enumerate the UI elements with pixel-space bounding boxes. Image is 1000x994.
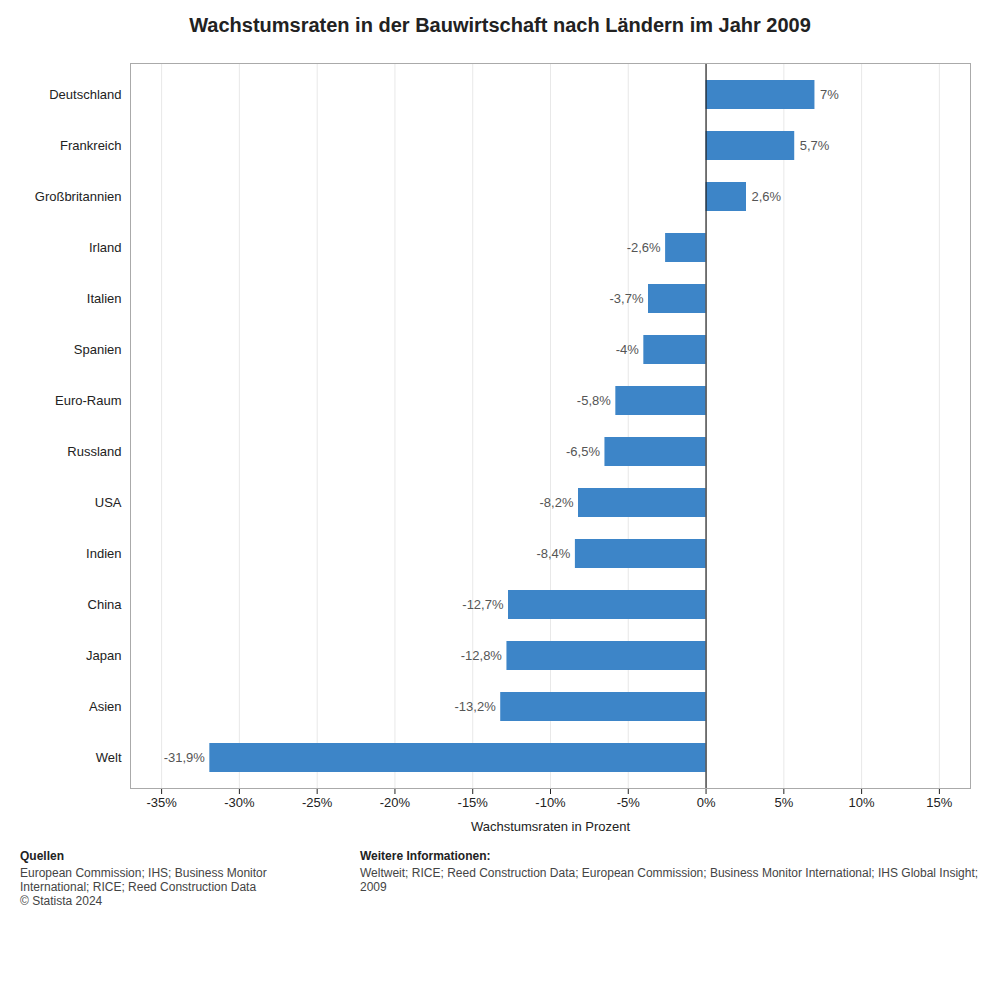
svg-text:-6,5%: -6,5% <box>566 444 600 459</box>
svg-text:Russland: Russland <box>67 444 121 459</box>
svg-text:Spanien: Spanien <box>74 342 122 357</box>
svg-text:-20%: -20% <box>380 795 411 810</box>
svg-text:-35%: -35% <box>146 795 177 810</box>
svg-text:-30%: -30% <box>224 795 255 810</box>
svg-text:7%: 7% <box>820 87 839 102</box>
svg-text:-5,8%: -5,8% <box>577 393 611 408</box>
svg-text:15%: 15% <box>926 795 952 810</box>
svg-text:China: China <box>88 597 123 612</box>
svg-text:-2,6%: -2,6% <box>627 240 661 255</box>
svg-text:USA: USA <box>95 495 122 510</box>
svg-text:Indien: Indien <box>86 546 121 561</box>
svg-text:-8,4%: -8,4% <box>536 546 570 561</box>
svg-text:-10%: -10% <box>535 795 566 810</box>
svg-text:Welt: Welt <box>96 750 122 765</box>
svg-text:Euro-Raum: Euro-Raum <box>55 393 121 408</box>
svg-text:Irland: Irland <box>89 240 122 255</box>
svg-text:-5%: -5% <box>617 795 641 810</box>
svg-text:-25%: -25% <box>302 795 333 810</box>
svg-text:-13,2%: -13,2% <box>455 699 497 714</box>
svg-text:Frankreich: Frankreich <box>60 138 121 153</box>
svg-text:2,6%: 2,6% <box>752 189 782 204</box>
svg-text:Japan: Japan <box>86 648 121 663</box>
html-text:European Commission; IHS; Busi: European Commission; IHS; Business Monit… <box>20 866 267 908</box>
svg-text:-15%: -15% <box>458 795 489 810</box>
svg-text:Großbritannien: Großbritannien <box>35 189 122 204</box>
html-text:Wachstumsraten in der Bauwirts: Wachstumsraten in der Bauwirtschaft nach… <box>189 14 811 36</box>
svg-text:-12,8%: -12,8% <box>461 648 503 663</box>
svg-text:0%: 0% <box>697 795 716 810</box>
svg-text:5,7%: 5,7% <box>800 138 830 153</box>
html-text:Quellen: Quellen <box>20 849 64 863</box>
svg-text:10%: 10% <box>849 795 875 810</box>
svg-text:Asien: Asien <box>89 699 122 714</box>
svg-text:-8,2%: -8,2% <box>540 495 574 510</box>
svg-text:5%: 5% <box>774 795 793 810</box>
svg-text:Wachstumsraten in Prozent: Wachstumsraten in Prozent <box>471 819 631 834</box>
svg-text:-12,7%: -12,7% <box>462 597 504 612</box>
svg-text:-4%: -4% <box>616 342 640 357</box>
html-text:Weitere Informationen:: Weitere Informationen: <box>360 849 491 863</box>
html-text:Weltweit; RICE; Reed Construct: Weltweit; RICE; Reed Construction Data; … <box>360 866 979 894</box>
svg-text:Deutschland: Deutschland <box>49 87 121 102</box>
svg-text:-31,9%: -31,9% <box>164 750 206 765</box>
svg-text:Italien: Italien <box>87 291 122 306</box>
svg-text:-3,7%: -3,7% <box>610 291 644 306</box>
